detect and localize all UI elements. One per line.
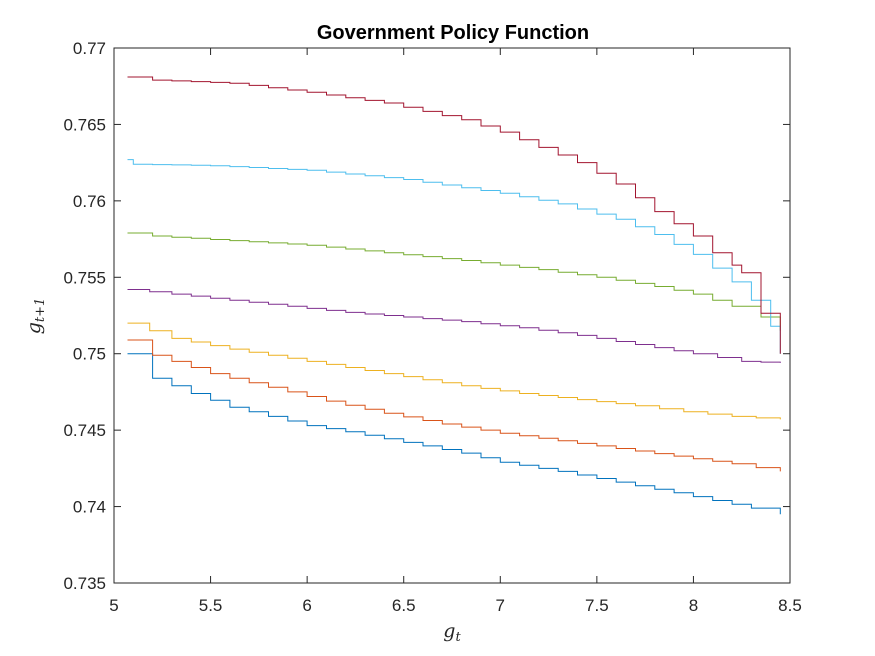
series-layer bbox=[127, 76, 781, 515]
x-tick-label: 5 bbox=[109, 596, 118, 615]
x-axis-label-main: g bbox=[443, 620, 455, 642]
x-tick-label: 7.5 bbox=[585, 596, 609, 615]
y-tick-label: 0.755 bbox=[63, 268, 106, 287]
x-tick-label: 7 bbox=[496, 596, 505, 615]
x-tick-label: 6 bbox=[302, 596, 311, 615]
series-line-2 bbox=[127, 339, 781, 472]
y-axis-ticks: 0.735 0.74 0.745 0.75 0.755 0.76 0.765 0.77 bbox=[63, 39, 790, 593]
y-tick-label: 0.75 bbox=[73, 345, 106, 364]
x-tick-label: 6.5 bbox=[392, 596, 416, 615]
series-line-6 bbox=[127, 159, 781, 354]
y-tick-label: 0.735 bbox=[63, 574, 106, 593]
y-tick-label: 0.77 bbox=[73, 39, 106, 58]
y-tick-label: 0.745 bbox=[63, 421, 106, 440]
x-tick-label: 8.5 bbox=[778, 596, 802, 615]
x-tick-label: 8 bbox=[689, 596, 698, 615]
series-line-1 bbox=[127, 353, 781, 515]
y-axis-label-subscript: t+1 bbox=[33, 298, 48, 322]
chart-title: Government Policy Function bbox=[317, 22, 589, 44]
x-axis-label: gt bbox=[443, 620, 461, 645]
y-tick-label: 0.74 bbox=[73, 498, 106, 517]
y-axis-label: gt+1 bbox=[23, 298, 48, 335]
y-tick-label: 0.765 bbox=[63, 115, 106, 134]
plot-area-box bbox=[113, 47, 791, 584]
series-line-7 bbox=[127, 76, 781, 354]
x-axis-ticks: 5 5.5 6 6.5 7 7.5 8 8.5 bbox=[109, 48, 802, 615]
series-line-4 bbox=[127, 289, 781, 363]
series-line-3 bbox=[127, 322, 781, 420]
x-axis-label-subscript: t bbox=[455, 630, 461, 645]
x-tick-label: 5.5 bbox=[199, 596, 223, 615]
series-line-5 bbox=[127, 232, 781, 331]
y-tick-label: 0.76 bbox=[73, 192, 106, 211]
y-axis-label-main: g bbox=[23, 322, 45, 334]
